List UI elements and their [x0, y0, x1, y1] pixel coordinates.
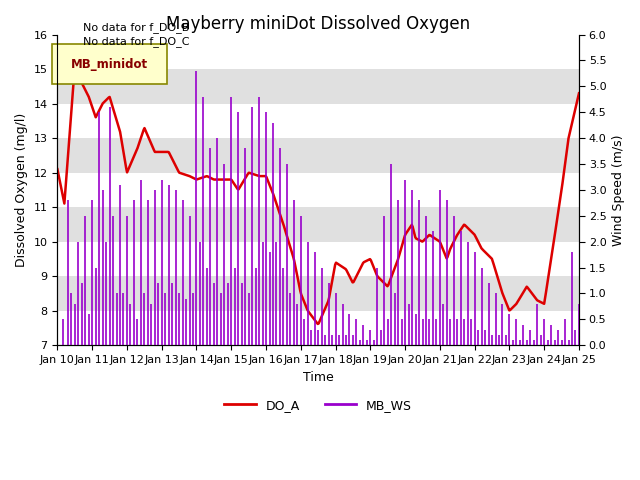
Y-axis label: Dissolved Oxygen (mg/l): Dissolved Oxygen (mg/l) — [15, 113, 28, 267]
FancyBboxPatch shape — [52, 44, 167, 84]
Bar — [58, 35, 579, 69]
Legend: DO_A, MB_WS: DO_A, MB_WS — [220, 394, 417, 417]
Bar — [58, 138, 579, 173]
Bar — [58, 69, 579, 104]
Bar — [58, 311, 579, 345]
Bar — [58, 207, 579, 242]
Bar — [58, 173, 579, 207]
Bar — [58, 276, 579, 311]
Bar — [58, 242, 579, 276]
Text: MB_minidot: MB_minidot — [71, 58, 148, 71]
Text: No data for f_DO_C: No data for f_DO_C — [83, 36, 189, 47]
Bar — [58, 104, 579, 138]
Title: Mayberry miniDot Dissolved Oxygen: Mayberry miniDot Dissolved Oxygen — [166, 15, 470, 33]
Y-axis label: Wind Speed (m/s): Wind Speed (m/s) — [612, 134, 625, 246]
X-axis label: Time: Time — [303, 371, 333, 384]
Text: No data for f_DO_B: No data for f_DO_B — [83, 22, 189, 33]
